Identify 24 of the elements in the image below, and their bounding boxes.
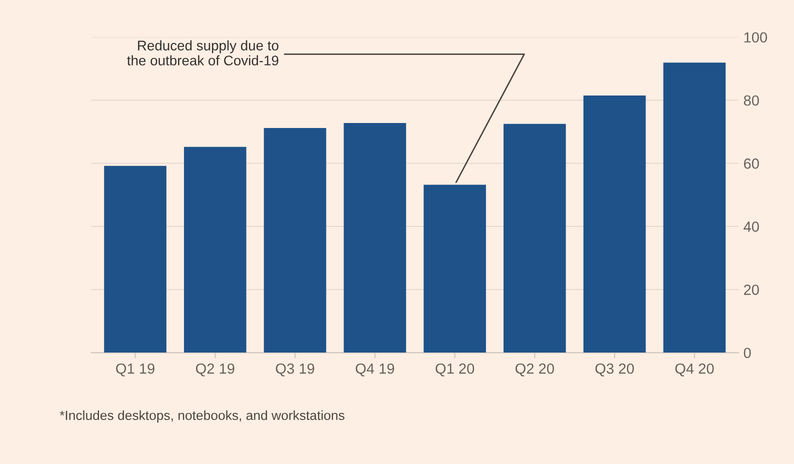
x-tick-label: Q1 20 [436,363,474,376]
bar [104,166,166,353]
y-tick-label: 100 [744,32,768,43]
x-tick-label: Q2 19 [196,363,234,376]
x-tick-label: Q3 20 [595,363,634,376]
bar [264,128,326,353]
y-tick-label: 0 [744,348,751,358]
bar [663,62,726,353]
bar [344,122,406,353]
y-tick-label: 40 [744,222,759,232]
y-tick-label: 60 [744,158,759,169]
x-tick-label: Q3 19 [276,363,314,376]
bar [424,184,486,353]
bar [504,124,566,353]
x-tick-label: Q4 20 [675,363,714,376]
x-tick-label: Q4 19 [356,363,394,376]
x-tick-label: Q1 19 [116,363,154,376]
text: *Includes desktops, notebooks, and workstations [60,410,344,423]
y-tick-label: 80 [744,95,759,106]
bar [583,95,646,353]
bar [184,146,246,353]
x-tick-label: Q2 20 [516,363,554,376]
y-tick-label: 20 [744,284,759,295]
annotation: Reduced supply due to the outbreak of Covid-19 [127,40,278,66]
